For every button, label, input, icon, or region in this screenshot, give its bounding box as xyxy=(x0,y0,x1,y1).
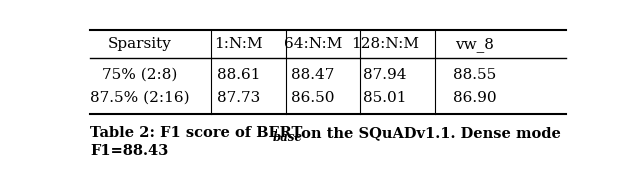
Text: Sparsity: Sparsity xyxy=(108,37,172,51)
Text: 85.01: 85.01 xyxy=(364,91,407,105)
Text: F1=88.43: F1=88.43 xyxy=(90,144,168,158)
Text: base: base xyxy=(273,131,303,144)
Text: on the SQuADv1.1. Dense mode: on the SQuADv1.1. Dense mode xyxy=(296,126,561,140)
Text: 88.55: 88.55 xyxy=(452,68,496,82)
Text: 87.94: 87.94 xyxy=(364,68,407,82)
Text: 1:N:M: 1:N:M xyxy=(214,37,263,51)
Text: vw_8: vw_8 xyxy=(455,37,493,52)
Text: 64:N:M: 64:N:M xyxy=(284,37,342,51)
Text: 75% (2:8): 75% (2:8) xyxy=(102,68,177,82)
Text: 87.73: 87.73 xyxy=(217,91,260,105)
Text: 87.5% (2:16): 87.5% (2:16) xyxy=(90,91,189,105)
Text: 86.90: 86.90 xyxy=(452,91,496,105)
Text: 88.47: 88.47 xyxy=(291,68,335,82)
Text: 86.50: 86.50 xyxy=(291,91,335,105)
Text: Table 2: F1 score of BERT: Table 2: F1 score of BERT xyxy=(90,126,302,140)
Text: 128:N:M: 128:N:M xyxy=(351,37,419,51)
Text: 88.61: 88.61 xyxy=(217,68,260,82)
